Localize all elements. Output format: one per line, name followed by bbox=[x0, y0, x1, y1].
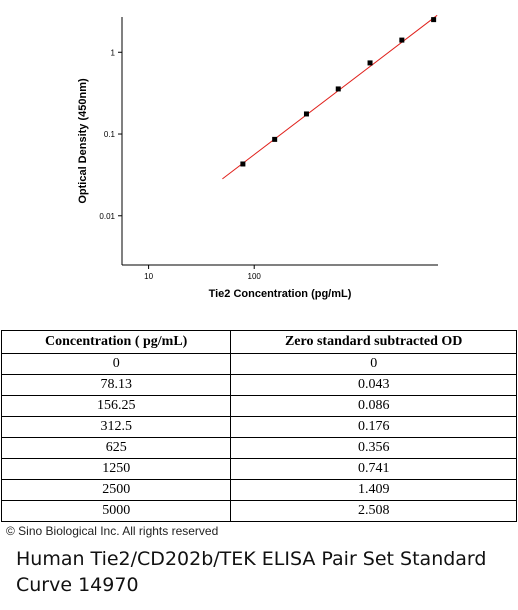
point bbox=[431, 17, 437, 23]
table-cell: 312.5 bbox=[0, 416, 232, 438]
fit-line bbox=[222, 14, 438, 180]
table-row: 156.25 0.086 bbox=[0, 395, 517, 417]
table-row: 312.5 0.176 bbox=[0, 416, 517, 438]
y-tick-label: 1 bbox=[111, 48, 116, 57]
header-cell: Concentration ( pg/mL) bbox=[0, 330, 232, 354]
caption: Human Tie2/CD202b/TEK ELISA Pair Set Sta… bbox=[16, 548, 487, 596]
y-tick-label: 0.01 bbox=[99, 212, 115, 221]
table-row: 2500 1.409 bbox=[0, 479, 517, 501]
x-axis-label: Tie2 Concentration (pg/mL) bbox=[209, 288, 352, 300]
point bbox=[303, 111, 309, 117]
header-cell: Zero standard subtracted OD bbox=[230, 330, 517, 354]
table-cell: 1.409 bbox=[230, 479, 517, 501]
point bbox=[240, 161, 246, 167]
table-cell: 0 bbox=[0, 353, 232, 375]
table-cell: 0.043 bbox=[230, 374, 517, 396]
table-row: 1250 0.741 bbox=[0, 458, 517, 480]
table-cell: 2500 bbox=[0, 479, 232, 501]
table-cell: 78.13 bbox=[0, 374, 232, 396]
table-cell: 0.176 bbox=[230, 416, 517, 438]
table-cell: 0.086 bbox=[230, 395, 517, 417]
table-cell: 1250 bbox=[0, 458, 232, 480]
table-cell: 156.25 bbox=[0, 395, 232, 417]
table-row: 78.13 0.043 bbox=[0, 374, 517, 396]
data-table: Concentration ( pg/mL) Zero standard subt… bbox=[0, 330, 517, 522]
chart: Tie2 Concentration (pg/mL) Optical Densi… bbox=[77, 14, 438, 300]
table-cell: 2.508 bbox=[230, 500, 517, 522]
x-tick-label: 10 bbox=[144, 272, 153, 281]
y-axis-label: Optical Density (450nm) bbox=[77, 78, 89, 204]
table-body: 0 0 78.13 0.043 156.25 0.086 312.5 0.176 625 0.35… bbox=[0, 353, 517, 522]
point bbox=[272, 136, 278, 142]
table-cell: 5000 bbox=[0, 500, 232, 522]
table-cell: 0.356 bbox=[230, 437, 517, 459]
y-tick-label: 0.1 bbox=[104, 130, 116, 139]
point bbox=[367, 60, 373, 66]
table-cell: 0 bbox=[230, 353, 517, 375]
x-tick-label: 100 bbox=[248, 272, 262, 281]
table-row: 625 0.356 bbox=[0, 437, 517, 459]
copyright: © Sino Biological Inc. All rights reserv… bbox=[6, 524, 219, 538]
table-cell: 0.741 bbox=[230, 458, 517, 480]
header-row: Concentration ( pg/mL) Zero standard subt… bbox=[0, 330, 517, 354]
point bbox=[399, 37, 405, 43]
point bbox=[335, 86, 341, 92]
table-cell: 625 bbox=[0, 437, 232, 459]
table-row: 5000 2.508 bbox=[0, 500, 517, 522]
